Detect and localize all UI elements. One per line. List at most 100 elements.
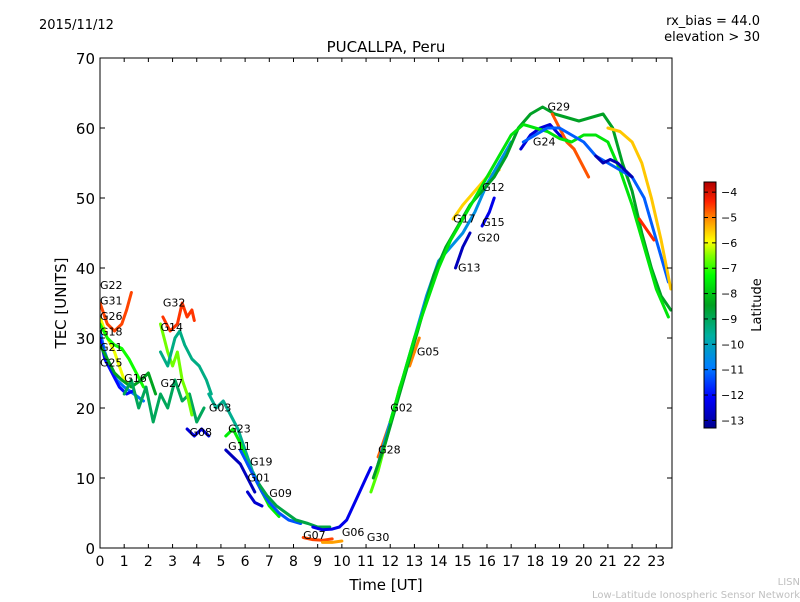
x-tick-label: 4 — [192, 554, 201, 570]
satellite-label-G20: G20 — [477, 232, 500, 245]
satellite-label-G22: G22 — [100, 279, 123, 292]
satellite-label-G15: G15 — [482, 216, 505, 229]
x-tick-label: 3 — [168, 554, 177, 570]
series-G10 — [388, 123, 670, 424]
credit-lisn: LISN — [777, 577, 800, 588]
satellite-label-G08: G08 — [189, 426, 212, 439]
colorbar-tick-label: −10 — [721, 338, 744, 351]
x-tick-label: 15 — [454, 554, 472, 570]
series-G12 — [371, 105, 672, 480]
series-G32 — [161, 301, 196, 333]
series-G06 — [311, 466, 373, 532]
colorbar-tick-label: −8 — [721, 288, 737, 301]
satellite-label-G03: G03 — [209, 402, 232, 415]
series-G07 — [301, 536, 334, 542]
colorbar-tick-label: −7 — [721, 262, 737, 275]
series-G14 — [159, 322, 194, 417]
y-tick-label: 40 — [76, 260, 95, 278]
y-tick-label: 60 — [76, 120, 95, 138]
axes: 0 1 2 3 4 5 6 7 8 9 10 11 12 13 14 15 16 17 18 19 20 21 22 2301… — [76, 50, 672, 570]
colorbar-tick-label: −6 — [721, 237, 737, 250]
series-G11 — [224, 448, 257, 494]
y-tick-label: 10 — [76, 470, 95, 488]
satellite-label-G32: G32 — [163, 297, 186, 310]
colorbar-tick-label: −9 — [721, 313, 737, 326]
date-label: 2015/11/12 — [39, 18, 114, 33]
x-tick-label: 10 — [333, 554, 351, 570]
x-tick-label: 17 — [502, 554, 520, 570]
satellite-label-G05: G05 — [417, 346, 440, 359]
series-G19 — [238, 448, 303, 525]
satellite-label-G09: G09 — [269, 487, 292, 500]
satellite-label-G01: G01 — [248, 472, 271, 485]
x-tick-label: 0 — [96, 554, 105, 570]
satellite-label-G23: G23 — [228, 423, 251, 436]
series-G22 — [100, 291, 133, 333]
series-G16 — [122, 378, 206, 424]
colorbar-tick-label: −11 — [721, 364, 744, 377]
annotation-block: rx_bias = 44.0 elevation > 30 — [664, 14, 760, 46]
satellite-label-G27: G27 — [160, 377, 183, 390]
satellite-label-G24: G24 — [533, 136, 556, 149]
x-tick-label: 7 — [265, 554, 274, 570]
chart-title: PUCALLPA, Peru — [327, 38, 446, 56]
x-tick-label: 18 — [526, 554, 544, 570]
credit-network: Low-Latitude Ionospheric Sensor Network — [592, 590, 800, 601]
satellite-label-G29: G29 — [547, 101, 570, 114]
y-tick-label: 20 — [76, 400, 95, 418]
satellite-label-G30: G30 — [367, 531, 390, 544]
series-G05 — [408, 336, 421, 368]
credit-block: LISN Low-Latitude Ionospheric Sensor Net… — [592, 576, 800, 602]
y-axis-label: TEC [UNITS] — [52, 258, 70, 350]
y-tick-label: 0 — [85, 540, 95, 558]
x-tick-label: 14 — [430, 554, 448, 570]
x-axis-label: Time [UT] — [348, 576, 422, 594]
satellite-label-G06: G06 — [342, 526, 365, 539]
satellite-label-G26: G26 — [100, 310, 123, 323]
satellite-label-G19: G19 — [250, 456, 273, 469]
series-G27 — [159, 329, 213, 396]
satellite-label-G13: G13 — [458, 262, 481, 275]
plot-frame — [99, 57, 673, 549]
satellite-label-G12: G12 — [482, 181, 505, 194]
x-tick-label: 23 — [647, 554, 665, 570]
x-tick-label: 2 — [144, 554, 153, 570]
satellite-label-G31: G31 — [100, 295, 123, 308]
series-G08 — [185, 427, 211, 438]
satellite-label-G21: G21 — [100, 341, 123, 354]
satellite-label-G25: G25 — [100, 357, 123, 370]
series-G01 — [246, 490, 264, 508]
y-tick-label: 50 — [76, 190, 95, 208]
series-layer — [100, 105, 672, 544]
series-G26 — [100, 322, 145, 389]
elevation-annotation: elevation > 30 — [664, 30, 760, 45]
y-tick-label: 30 — [76, 330, 95, 348]
colorbar-label: Latitude — [750, 278, 765, 332]
x-tick-label: 8 — [289, 554, 298, 570]
satellite-label-G28: G28 — [378, 444, 401, 457]
series-G14b — [637, 217, 656, 242]
satellite-label-G07: G07 — [303, 529, 326, 542]
series-G15 — [480, 196, 496, 228]
x-tick-label: 21 — [599, 554, 617, 570]
satellite-label-G18: G18 — [100, 326, 123, 339]
x-tick-label: 16 — [478, 554, 496, 570]
x-tick-label: 22 — [623, 554, 641, 570]
series-G25 — [100, 343, 158, 396]
satellite-label-G14: G14 — [160, 321, 183, 334]
colorbar-tick-label: −4 — [721, 186, 737, 199]
colorbar — [703, 181, 717, 429]
series-G30 — [321, 539, 344, 544]
x-tick-label: 13 — [406, 554, 424, 570]
x-tick-label: 9 — [313, 554, 322, 570]
satellite-label-G02: G02 — [390, 402, 413, 415]
x-tick-label: 1 — [120, 554, 129, 570]
series-G13 — [454, 231, 472, 270]
x-tick-label: 5 — [216, 554, 225, 570]
colorbar-tick-label: −5 — [721, 212, 737, 225]
satellite-label-G17: G17 — [453, 213, 476, 226]
x-tick-label: 6 — [241, 554, 250, 570]
x-tick-label: 19 — [551, 554, 569, 570]
